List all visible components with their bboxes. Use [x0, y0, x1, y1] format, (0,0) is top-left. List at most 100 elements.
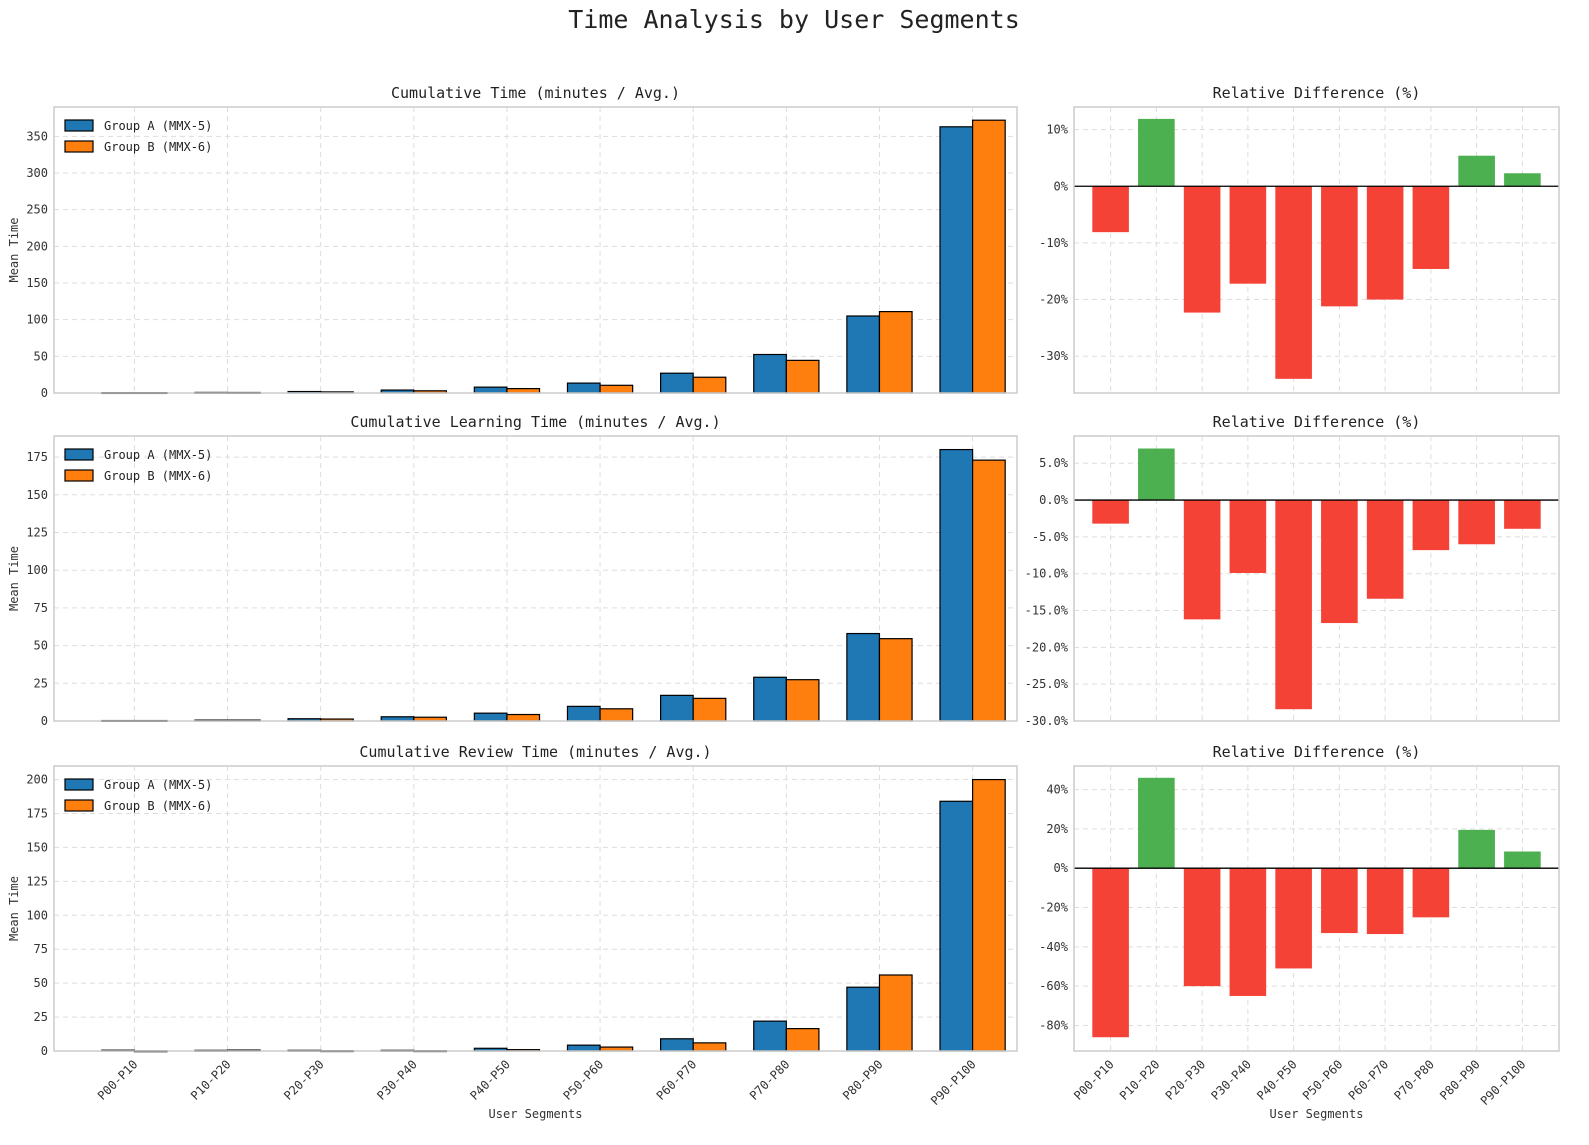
axes-frame	[1073, 765, 1560, 1052]
legend-label-group-a: Group A (MMX-5)	[104, 448, 212, 462]
legend-swatch-group-a	[64, 448, 94, 461]
y-tick-label: 20%	[1046, 822, 1068, 836]
x-tick-label: P40-P50	[467, 1057, 513, 1103]
y-tick-label: -80%	[1039, 1018, 1069, 1032]
y-tick-label: 200	[26, 773, 48, 787]
axes-frame	[53, 765, 1018, 1052]
bar-diff-p70-p80	[1412, 500, 1450, 551]
y-tick-label: 0%	[1054, 861, 1069, 875]
bar-group-b-p60-p70	[692, 376, 727, 394]
x-tick-label: P20-P30	[281, 1057, 327, 1103]
y-tick-label: 350	[26, 129, 48, 143]
y-tick-label: 50	[34, 976, 48, 990]
axes-frame	[1073, 106, 1560, 394]
bar-diff-p40-p50	[1275, 868, 1312, 969]
bar-diff-p70-p80	[1412, 868, 1450, 918]
y-tick-label: 0%	[1054, 179, 1069, 193]
axes-frame	[1073, 435, 1560, 722]
y-tick-label: 0.0%	[1039, 493, 1069, 507]
x-tick-label: P50-P60	[561, 1057, 607, 1103]
y-tick-label: 150	[26, 276, 48, 290]
bar-diff-p60-p70	[1366, 500, 1404, 599]
bar-group-b-p70-p80	[785, 679, 820, 722]
bar-group-a-p50-p60	[566, 1044, 601, 1052]
bar-group-a-p90-p100	[939, 800, 974, 1052]
bar-group-b-p60-p70	[692, 1042, 727, 1052]
legend-label-group-a: Group A (MMX-5)	[104, 119, 212, 133]
bar-group-a-p90-p100	[939, 448, 974, 722]
bar-diff-p00-p10	[1092, 500, 1129, 524]
chart-panel-4: 5.0% 0.0% -5.0% -10.0% -15.0% -20.0% -25.0% -30…	[1025, 413, 1560, 728]
legend-swatch-group-b	[64, 799, 94, 812]
grid	[54, 766, 1017, 1052]
y-tick-label: -40%	[1039, 940, 1069, 954]
bar-diff-p90-p100	[1504, 851, 1541, 869]
bars	[101, 119, 1006, 395]
legend-label-group-b: Group B (MMX-6)	[104, 469, 212, 483]
legend-swatch-group-a	[64, 778, 94, 791]
y-tick-label: 50	[34, 349, 48, 363]
y-tick-label: 150	[26, 488, 48, 502]
y-tick-label: 25	[34, 1010, 48, 1024]
bar-diff-p80-p90	[1458, 500, 1495, 545]
y-tick-label: -20%	[1039, 901, 1069, 915]
y-tick-label: -30%	[1039, 349, 1069, 363]
x-tick-label: P30-P40	[374, 1057, 420, 1103]
bar-group-b-p90-p100	[972, 119, 1006, 394]
chart-panel-6: 40% 20% 0% -20% -40% -60% -80% P00-P10 P10-P20 P2…	[1039, 743, 1560, 1121]
chart-title: Cumulative Learning Time (minutes / Avg.…	[350, 413, 720, 431]
y-tick-label: 175	[26, 807, 48, 821]
bar-diff-p80-p90	[1458, 155, 1495, 187]
y-tick-label: 0	[41, 1044, 48, 1058]
chart-panel-2: 10% 0% -10% -20% -30% Relative Difference (%)	[1039, 84, 1560, 394]
y-tick-label: 75	[34, 601, 48, 615]
bar-group-a-p40-p50	[473, 712, 508, 722]
x-axis-label: User Segments	[1270, 1107, 1364, 1121]
bar-group-a-p70-p80	[753, 353, 787, 394]
y-tick-label: 75	[34, 942, 48, 956]
bar-group-b-p80-p90	[878, 974, 913, 1052]
bar-diff-p20-p30	[1183, 186, 1221, 313]
bar-diff-p80-p90	[1458, 829, 1495, 869]
y-tick-label: 10%	[1046, 123, 1068, 137]
y-tick-label: -10%	[1039, 236, 1069, 250]
x-tick-label: P60-P70	[654, 1057, 700, 1103]
legend: Group A (MMX-5) Group B (MMX-6)	[64, 119, 212, 154]
bar-group-b-p80-p90	[878, 311, 913, 394]
y-tick-label: 5.0%	[1039, 456, 1069, 470]
x-tick-label: P80-P90	[840, 1057, 886, 1103]
y-tick-label: -25.0%	[1025, 677, 1069, 691]
chart-title: Cumulative Time (minutes / Avg.)	[391, 84, 680, 102]
chart-panel-5: 0 25 50 75 100 125 150 175 200 P00-P10 P10-P20 P20-…	[7, 743, 1018, 1121]
y-tick-label: 100	[26, 908, 48, 922]
chart-title: Relative Difference (%)	[1213, 743, 1421, 761]
bar-group-a-p70-p80	[753, 676, 787, 722]
bar-group-b-p90-p100	[972, 778, 1006, 1052]
bar-diff-p90-p100	[1504, 500, 1541, 529]
x-tick-label: P00-P10	[1071, 1057, 1117, 1103]
y-tick-label: -30.0%	[1025, 714, 1069, 728]
bar-group-a-p60-p70	[660, 372, 694, 394]
x-tick-label: P70-P80	[747, 1057, 793, 1103]
y-tick-label: 200	[26, 239, 48, 253]
legend-swatch-group-b	[64, 469, 94, 482]
bar-diff-p50-p60	[1321, 186, 1358, 307]
x-tick-label: P50-P60	[1300, 1057, 1346, 1103]
y-tick-label: 100	[26, 313, 48, 327]
x-tick-label: P10-P20	[1117, 1057, 1163, 1103]
bar-diff-p00-p10	[1092, 186, 1129, 233]
bar-group-a-p90-p100	[939, 126, 974, 394]
axes-frame	[53, 106, 1018, 394]
bar-diff-p90-p100	[1504, 173, 1541, 187]
y-tick-label: 25	[34, 676, 48, 690]
grid	[54, 107, 1017, 394]
y-tick-label: 175	[26, 450, 48, 464]
figure-title: Time Analysis by User Segments	[568, 5, 1020, 34]
bar-diff-p40-p50	[1275, 186, 1312, 379]
y-tick-label: 0	[41, 714, 48, 728]
bar-group-b-p40-p50	[506, 713, 541, 722]
bar-group-b-p50-p60	[599, 708, 634, 722]
bar-group-a-p80-p90	[846, 632, 881, 722]
bar-diff-p00-p10	[1092, 868, 1129, 1038]
y-tick-label: -20.0%	[1025, 640, 1069, 654]
